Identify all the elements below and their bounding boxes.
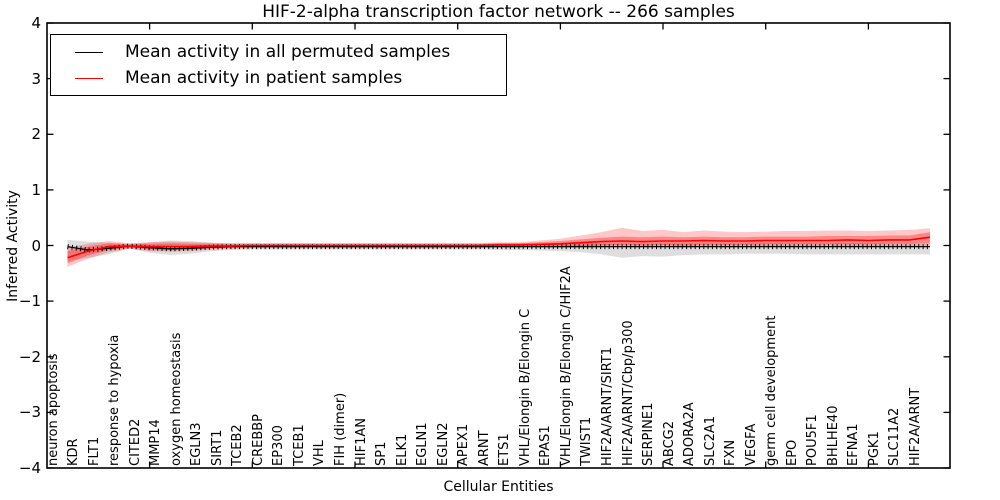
y-tick-label: −3	[18, 403, 41, 422]
y-tick-label: −4	[18, 459, 41, 477]
legend: Mean activity in all permuted samples Me…	[50, 34, 507, 96]
line-patient-mean	[67, 236, 931, 259]
chart-title: HIF-2-alpha transcription factor network…	[262, 2, 735, 22]
legend-label: Mean activity in patient samples	[125, 68, 403, 88]
y-tick-label: 1	[31, 180, 41, 199]
legend-line-red	[75, 77, 103, 79]
y-tick-label: 3	[31, 69, 41, 88]
legend-line-black	[75, 51, 103, 53]
y-tick-label: −1	[18, 292, 41, 311]
y-tick-label: 4	[31, 14, 41, 32]
y-tick-label: 2	[31, 125, 41, 144]
legend-item-patient: Mean activity in patient samples	[51, 65, 506, 91]
x-axis-label: Cellular Entities	[443, 479, 554, 495]
legend-label: Mean activity in all permuted samples	[125, 42, 451, 62]
y-tick-label: 0	[31, 236, 41, 255]
band-patient-samples-range-inner	[67, 232, 930, 264]
y-tick-label: −2	[18, 347, 41, 366]
legend-item-permuted: Mean activity in all permuted samples	[51, 39, 506, 65]
line-permuted-mean	[67, 245, 930, 251]
